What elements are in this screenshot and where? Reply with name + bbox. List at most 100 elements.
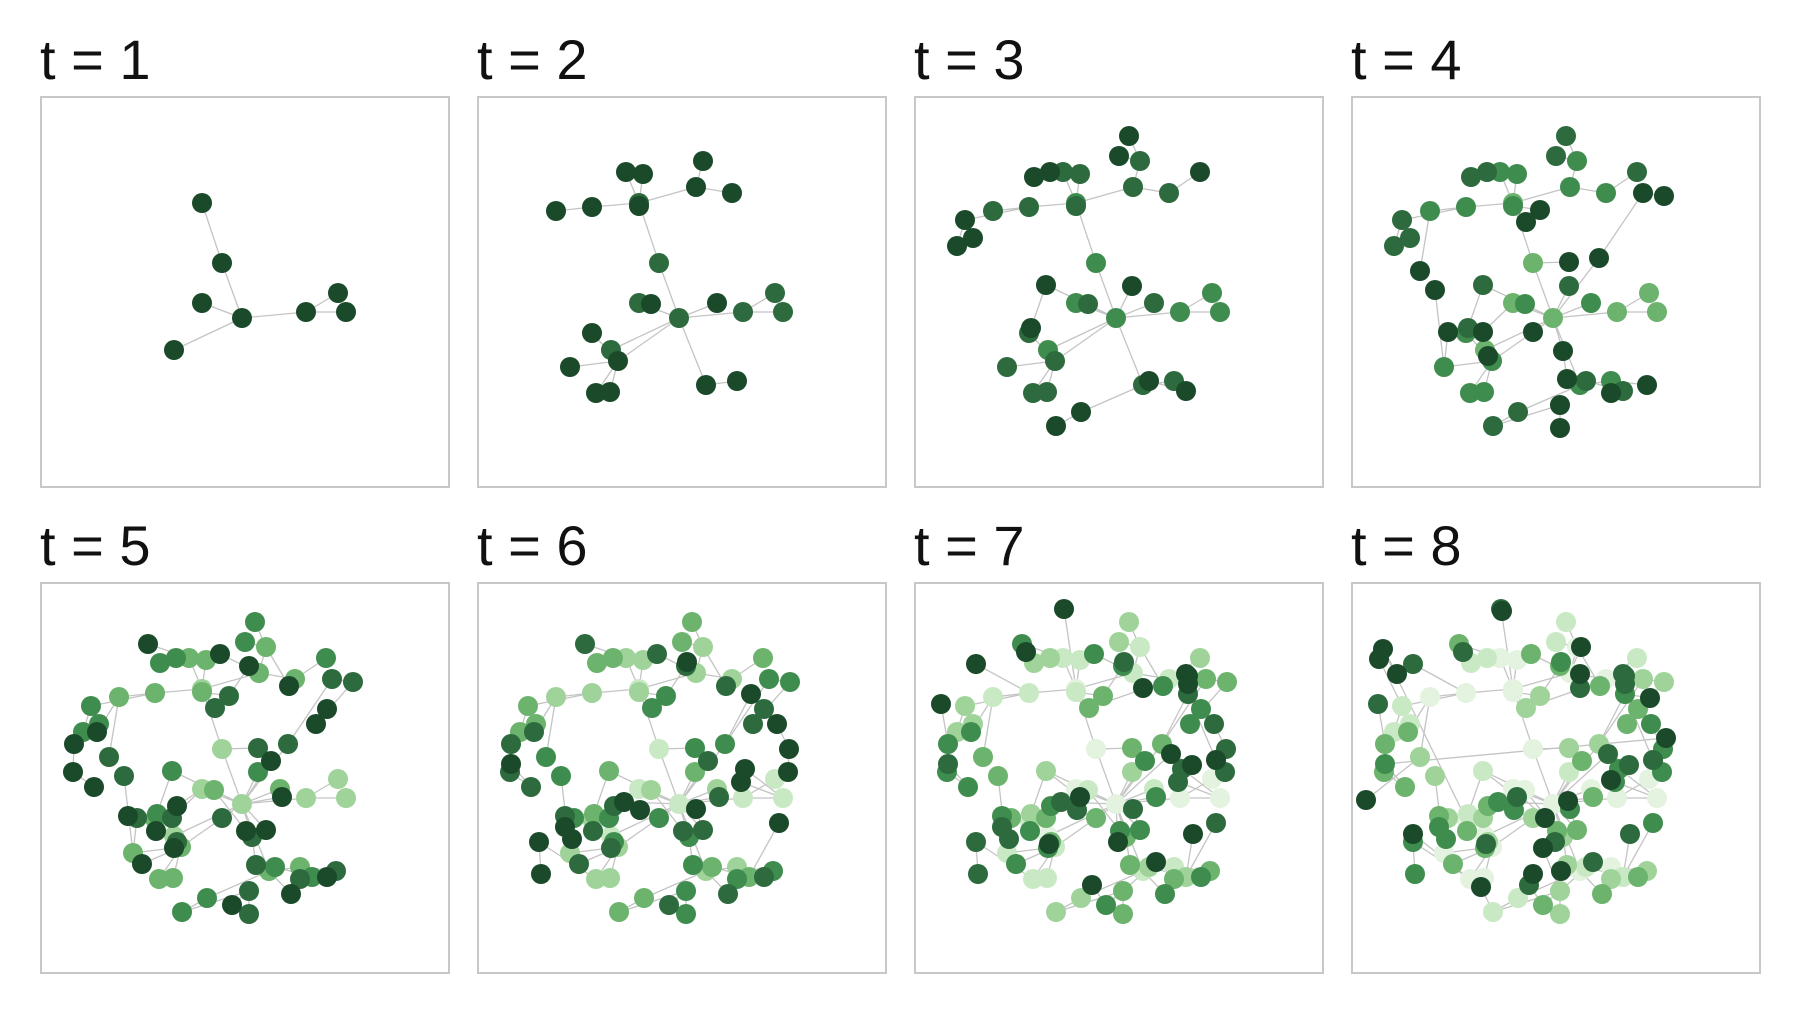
network-node (1473, 322, 1493, 342)
network-edge (1500, 608, 1514, 690)
network-node (531, 864, 551, 884)
network-node (1620, 824, 1640, 844)
panel-title: t = 4 (1351, 28, 1462, 91)
network-node (1170, 302, 1190, 322)
network-node (236, 821, 256, 841)
network-node (1037, 868, 1057, 888)
network-node (232, 794, 252, 814)
network-node (210, 644, 230, 664)
network-node (138, 634, 158, 654)
network-node (1523, 864, 1543, 884)
network-node (1036, 275, 1056, 295)
network-node (1405, 864, 1425, 884)
network-node (1119, 126, 1139, 146)
network-node (778, 762, 798, 782)
network-node (716, 676, 736, 696)
network-node (1133, 678, 1153, 698)
network-node (1375, 754, 1395, 774)
network-node (1581, 293, 1601, 313)
panel-t4: t = 4 (1351, 28, 1791, 498)
network-edge (1047, 317, 1117, 351)
network-node (529, 832, 549, 852)
network-node (1109, 632, 1129, 652)
network-node (641, 294, 661, 314)
network-node (172, 902, 192, 922)
network-node (1533, 838, 1553, 858)
network-node (1456, 683, 1476, 703)
network-edge (1419, 696, 1431, 758)
network-node (686, 799, 706, 819)
network-node (973, 747, 993, 767)
network-node (677, 652, 697, 672)
network-node (1592, 884, 1612, 904)
network-node (1425, 766, 1445, 786)
network-node (1471, 877, 1491, 897)
network-node (256, 637, 276, 657)
network-node (1398, 722, 1418, 742)
network-node (1546, 146, 1566, 166)
network-edge (1419, 210, 1431, 272)
network-svg (1384, 126, 1674, 438)
network-node (696, 375, 716, 395)
network-node (1178, 674, 1198, 694)
network-node (1550, 904, 1570, 924)
network-node (1607, 302, 1627, 322)
network-node (1637, 375, 1657, 395)
network-node (1628, 867, 1648, 887)
network-node (769, 813, 789, 833)
network-node (1601, 770, 1621, 790)
network-node (743, 714, 763, 734)
network-node (1615, 674, 1635, 694)
network-node (1046, 902, 1066, 922)
network-node (1473, 761, 1493, 781)
panel-title: t = 1 (40, 28, 151, 91)
network-node (1106, 308, 1126, 328)
network-edge (678, 317, 707, 386)
network-node (162, 761, 182, 781)
network-node (63, 762, 83, 782)
nodes (500, 612, 800, 924)
network-plot (914, 582, 1324, 974)
network-node (109, 687, 129, 707)
network-node (317, 699, 337, 719)
network-node (1123, 177, 1143, 197)
network-node (633, 164, 653, 184)
network-node (316, 648, 336, 668)
network-node (992, 817, 1012, 837)
network-edge (1365, 756, 1421, 801)
network-node (1403, 824, 1423, 844)
network-node (649, 253, 669, 273)
panel-title: t = 5 (40, 514, 151, 577)
network-node (1559, 252, 1579, 272)
network-node (1507, 164, 1527, 184)
network-node (1122, 276, 1142, 296)
network-node (1024, 167, 1044, 187)
network-node (1478, 346, 1498, 366)
edges (173, 202, 346, 351)
edges (555, 160, 783, 394)
network-node (779, 739, 799, 759)
network-node (765, 283, 785, 303)
network-node (192, 682, 212, 702)
network-node (1516, 698, 1536, 718)
network-node (686, 177, 706, 197)
network-node (1046, 416, 1066, 436)
network-node (248, 738, 268, 758)
network-node (1054, 599, 1074, 619)
network-node (698, 751, 718, 771)
network-node (1204, 714, 1224, 734)
network-node (600, 868, 620, 888)
network-edge (643, 870, 707, 899)
nodes (1384, 126, 1674, 438)
network-node (1086, 808, 1106, 828)
network-node (1533, 895, 1553, 915)
network-node (1020, 821, 1040, 841)
network-node (521, 777, 541, 797)
network-node (1403, 654, 1423, 674)
network-node (693, 637, 713, 657)
network-node (1070, 164, 1090, 184)
network-node (616, 162, 636, 182)
network-node (1474, 382, 1494, 402)
network-node (1146, 852, 1166, 872)
